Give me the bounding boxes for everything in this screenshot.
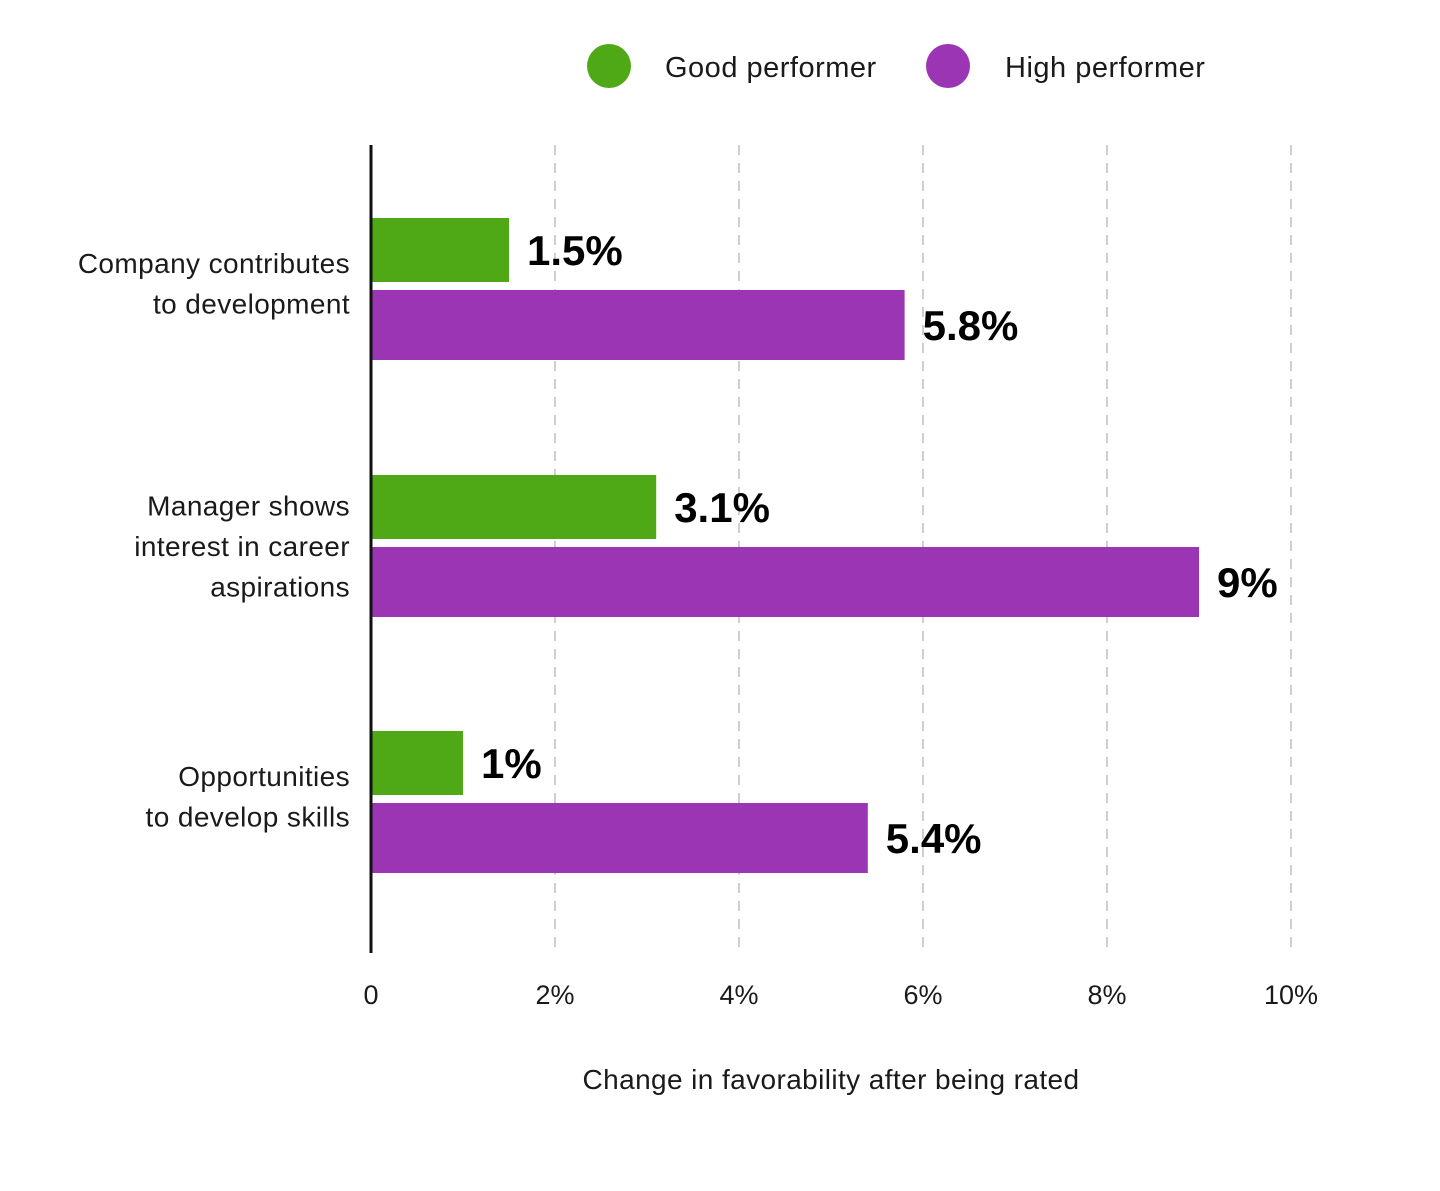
category-label-line: aspirations <box>210 572 350 603</box>
bar-good-performer-1 <box>372 218 509 282</box>
legend-item-good-performer: Good performer <box>587 44 877 88</box>
bar-good-performer-3 <box>372 731 463 795</box>
legend-swatch-good-performer <box>587 44 631 88</box>
x-tick-label: 10% <box>1264 980 1318 1010</box>
category-label-line: to development <box>153 288 350 319</box>
bar-high-performer-2 <box>372 547 1199 617</box>
x-tick-label: 4% <box>719 980 758 1010</box>
category-label-line: Opportunities <box>178 761 350 792</box>
value-label-high-performer-2: 9% <box>1217 559 1278 606</box>
x-tick-labels: 0 2% 4% 6% 8% 10% <box>363 980 1318 1010</box>
legend-item-high-performer: High performer <box>926 44 1205 88</box>
legend: Good performer High performer <box>587 44 1205 88</box>
category-labels: Company contributes to development Manager… <box>78 248 350 833</box>
x-tick-label: 0 <box>363 980 378 1010</box>
category-label-2: Manager shows interest in career aspiratio… <box>134 491 350 603</box>
value-label-good-performer-3: 1% <box>481 740 542 787</box>
bars <box>372 218 1199 873</box>
category-label-line: interest in career <box>134 531 350 562</box>
category-label-1: Company contributes to development <box>78 248 350 320</box>
x-tick-label: 6% <box>903 980 942 1010</box>
legend-swatch-high-performer <box>926 44 970 88</box>
category-label-line: Company contributes <box>78 248 350 279</box>
x-axis-label: Change in favorability after being rated <box>583 1064 1080 1095</box>
bar-high-performer-3 <box>372 803 868 873</box>
value-label-high-performer-3: 5.4% <box>886 815 982 862</box>
bar-high-performer-1 <box>372 290 905 360</box>
x-tick-label: 2% <box>535 980 574 1010</box>
legend-label-good-performer: Good performer <box>665 52 877 84</box>
value-label-high-performer-1: 5.8% <box>923 302 1019 349</box>
category-label-line: Manager shows <box>147 491 350 522</box>
value-labels: 1.5% 5.8% 3.1% 9% 1% 5.4% <box>481 227 1278 862</box>
x-tick-label: 8% <box>1087 980 1126 1010</box>
bar-good-performer-2 <box>372 475 657 539</box>
legend-label-high-performer: High performer <box>1005 52 1205 84</box>
category-label-3: Opportunities to develop skills <box>146 761 350 833</box>
value-label-good-performer-1: 1.5% <box>527 227 623 274</box>
value-label-good-performer-2: 3.1% <box>674 484 770 531</box>
category-label-line: to develop skills <box>146 801 350 832</box>
